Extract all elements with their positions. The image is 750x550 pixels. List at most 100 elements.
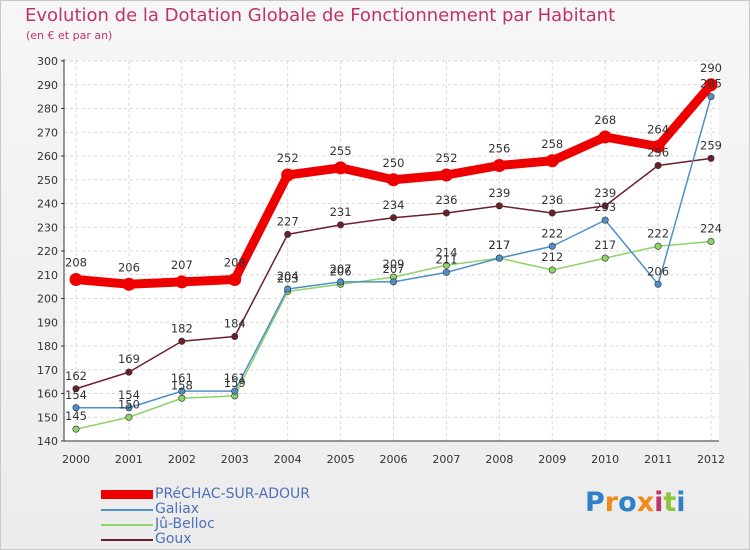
data-label: 161 bbox=[171, 371, 193, 385]
y-tick-label: 240 bbox=[37, 198, 58, 211]
data-label: 154 bbox=[118, 388, 140, 402]
y-tick-label: 280 bbox=[37, 103, 58, 116]
data-point bbox=[72, 385, 80, 393]
data-label: 209 bbox=[383, 257, 405, 271]
legend-label: Goux bbox=[155, 531, 192, 547]
data-label: 256 bbox=[488, 142, 510, 156]
y-tick-label: 250 bbox=[37, 174, 58, 187]
data-label: 217 bbox=[488, 238, 510, 252]
chart-subtitle: (en € et par an) bbox=[26, 29, 113, 42]
data-label: 236 bbox=[541, 193, 563, 207]
data-point bbox=[442, 209, 450, 217]
data-label: 234 bbox=[383, 198, 405, 212]
data-label: 239 bbox=[488, 186, 510, 200]
y-tick-label: 290 bbox=[37, 79, 58, 92]
data-point bbox=[548, 266, 556, 274]
legend-swatch bbox=[101, 509, 153, 511]
data-point bbox=[337, 221, 345, 229]
data-point bbox=[495, 254, 503, 262]
proxiti-logo: Proxiti bbox=[585, 487, 686, 518]
data-label: 256 bbox=[647, 146, 669, 160]
data-label: 255 bbox=[330, 144, 352, 158]
data-label: 169 bbox=[118, 352, 140, 366]
logo-letter: t bbox=[663, 487, 677, 518]
y-tick-label: 180 bbox=[37, 340, 58, 353]
data-point bbox=[439, 168, 453, 182]
data-point bbox=[178, 337, 186, 345]
data-label: 203 bbox=[277, 271, 299, 285]
data-label: 264 bbox=[647, 123, 669, 137]
y-tick-label: 260 bbox=[37, 150, 58, 163]
data-point bbox=[707, 154, 715, 162]
data-point bbox=[601, 216, 609, 224]
data-label: 208 bbox=[224, 256, 246, 270]
y-tick-label: 140 bbox=[37, 435, 58, 448]
x-tick-label: 2000 bbox=[62, 453, 90, 466]
data-label: 217 bbox=[594, 238, 616, 252]
legend-label: Galiax bbox=[155, 501, 200, 517]
data-point bbox=[442, 268, 450, 276]
x-tick-label: 2010 bbox=[591, 453, 619, 466]
data-label: 206 bbox=[118, 260, 140, 274]
logo-letter: i bbox=[654, 487, 664, 518]
x-tick-label: 2002 bbox=[168, 453, 196, 466]
data-label: 224 bbox=[700, 222, 722, 236]
data-label: 222 bbox=[647, 226, 669, 240]
data-point bbox=[545, 154, 559, 168]
x-tick-label: 2007 bbox=[432, 453, 460, 466]
data-label: 214 bbox=[435, 245, 457, 259]
data-point bbox=[284, 230, 292, 238]
data-label: 208 bbox=[65, 256, 87, 270]
x-tick-label: 2004 bbox=[274, 453, 302, 466]
data-point bbox=[178, 394, 186, 402]
data-point bbox=[389, 278, 397, 286]
data-point bbox=[231, 332, 239, 340]
data-point bbox=[125, 404, 133, 412]
data-label: 207 bbox=[330, 262, 352, 276]
x-tick-label: 2005 bbox=[327, 453, 355, 466]
data-label: 161 bbox=[224, 371, 246, 385]
legend-swatch bbox=[101, 539, 153, 541]
y-tick-label: 150 bbox=[37, 411, 58, 424]
data-label: 239 bbox=[594, 186, 616, 200]
data-label: 222 bbox=[541, 226, 563, 240]
data-label: 212 bbox=[541, 250, 563, 264]
data-point bbox=[334, 161, 348, 175]
legend-swatch bbox=[101, 490, 153, 499]
x-tick-label: 2011 bbox=[644, 453, 672, 466]
y-tick-label: 210 bbox=[37, 269, 58, 282]
data-point bbox=[72, 425, 80, 433]
data-point bbox=[654, 280, 662, 288]
data-label: 159 bbox=[224, 376, 246, 390]
x-tick-label: 2012 bbox=[697, 453, 725, 466]
data-point bbox=[175, 275, 189, 289]
data-label: 259 bbox=[700, 138, 722, 152]
data-point bbox=[387, 173, 400, 187]
legend-swatch bbox=[101, 524, 153, 526]
data-point bbox=[72, 404, 80, 412]
data-label: 217 bbox=[488, 238, 510, 252]
data-label: 268 bbox=[594, 113, 616, 127]
y-tick-label: 270 bbox=[37, 126, 58, 139]
data-point bbox=[651, 140, 665, 153]
data-point bbox=[601, 254, 609, 262]
data-point bbox=[654, 162, 662, 170]
data-point bbox=[495, 202, 503, 210]
y-tick-label: 300 bbox=[37, 55, 58, 68]
legend-label: PRéCHAC-SUR-ADOUR bbox=[155, 486, 311, 502]
data-point bbox=[601, 202, 609, 210]
data-point bbox=[707, 93, 715, 101]
data-label: 162 bbox=[65, 369, 87, 383]
data-point bbox=[654, 242, 662, 250]
data-point bbox=[231, 387, 239, 395]
data-point bbox=[228, 273, 242, 286]
data-label: 231 bbox=[330, 205, 352, 219]
x-tick-label: 2006 bbox=[380, 453, 408, 466]
y-tick-label: 190 bbox=[37, 316, 58, 329]
data-point bbox=[122, 277, 136, 291]
x-tick-label: 2003 bbox=[221, 453, 249, 466]
data-point bbox=[284, 285, 292, 293]
y-tick-label: 230 bbox=[37, 221, 58, 234]
x-tick-label: 2008 bbox=[485, 453, 513, 466]
